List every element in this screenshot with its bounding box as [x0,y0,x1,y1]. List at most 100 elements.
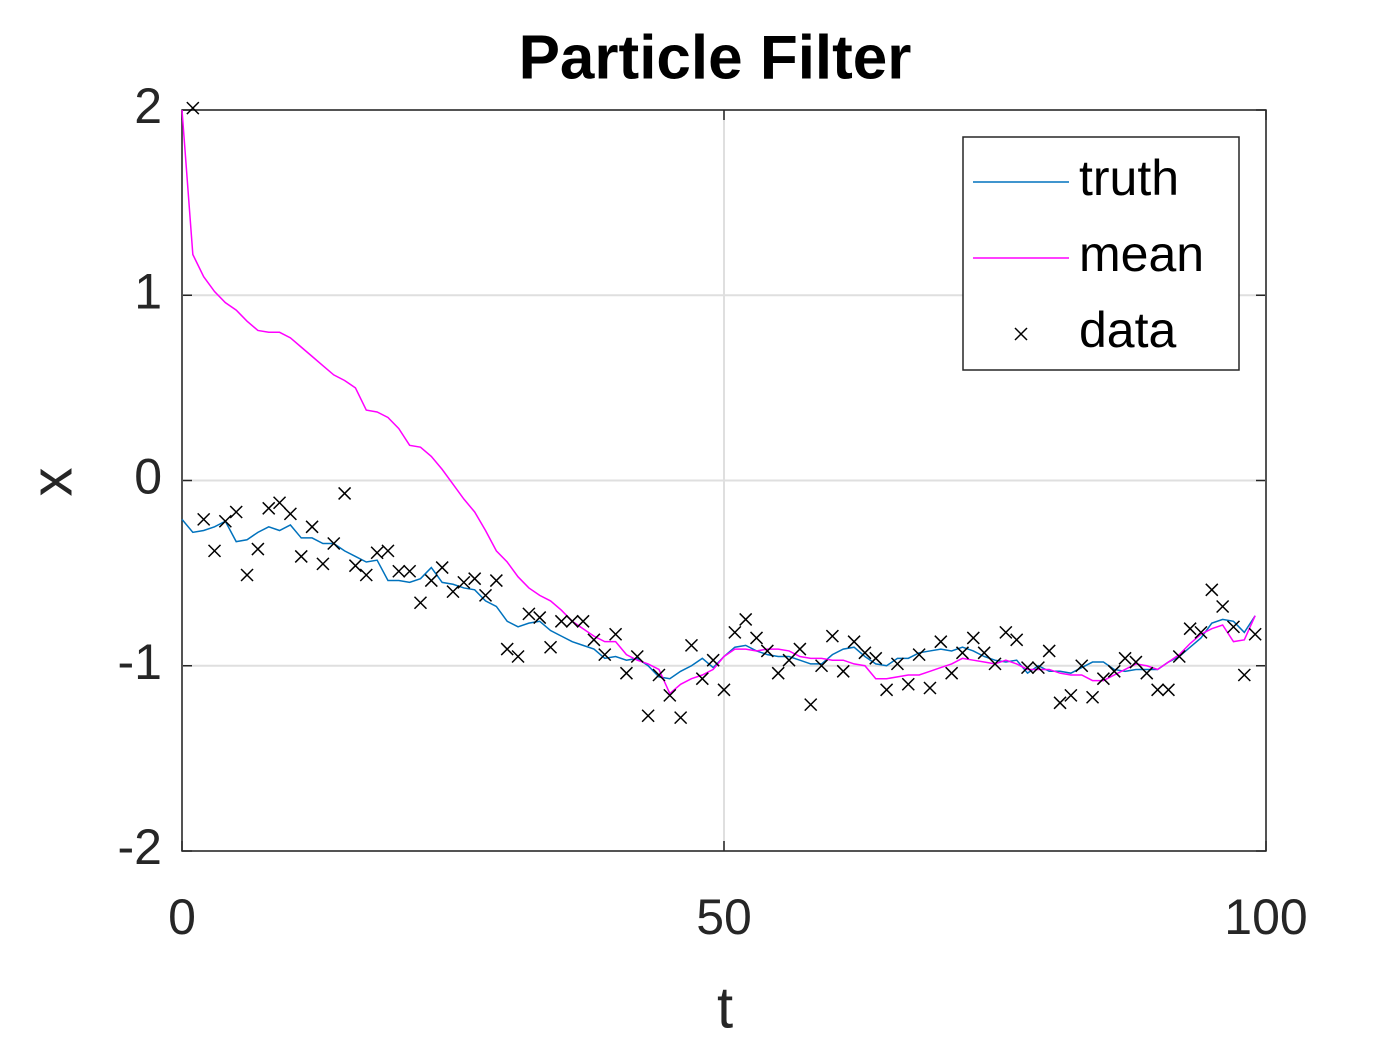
data-marker [1020,661,1035,675]
data-marker [413,596,428,610]
data-marker [1129,655,1143,669]
data-marker [197,512,211,526]
data-marker [327,536,341,551]
data-marker [1107,664,1121,678]
data-marker [554,614,568,628]
data-marker [912,648,926,662]
data-marker [316,557,330,571]
data-marker [457,575,471,589]
data-marker [294,549,308,563]
data-marker [760,644,774,658]
data-marker [1161,683,1175,697]
data-marker [663,688,677,702]
data-marker [945,666,959,680]
data-marker [1237,668,1251,682]
data-marker [392,564,406,578]
data-marker [880,683,894,697]
data-marker [468,572,482,586]
data-marker [273,496,287,510]
data-marker [381,544,395,558]
data-marker [1042,644,1056,658]
data-marker [305,520,319,534]
x-tick-label: 100 [1224,889,1307,945]
data-marker [684,638,699,652]
data-marker [1010,633,1024,647]
y-tick-label: 0 [134,449,162,505]
data-marker [999,625,1013,639]
data-marker [359,568,373,582]
data-marker [240,568,254,582]
data-marker [1140,666,1154,680]
data-marker [739,612,753,626]
data-marker [544,640,558,654]
data-marker [804,698,818,712]
data-marker [652,668,666,682]
data-marker [511,649,525,664]
data-marker [1151,683,1165,697]
data-marker [207,544,222,558]
data-marker [641,709,655,723]
data-marker [815,659,829,673]
data-marker [901,677,915,691]
data-marker [966,631,980,645]
data-marker [403,564,417,578]
data-marker [869,651,883,665]
data-marker [1064,688,1078,702]
data-marker [1226,620,1241,634]
legend-label: data [1079,302,1177,358]
data-marker [717,683,731,697]
y-axis-label: x [19,468,84,497]
data-marker [1183,622,1197,636]
x-tick-label: 0 [168,889,196,945]
data-marker [890,657,904,671]
legend-label: truth [1079,150,1179,206]
legend-label: mean [1079,226,1204,282]
data-marker [836,664,850,678]
data-marker [370,546,384,560]
data-marker [522,607,536,621]
y-tick-label: 2 [134,78,162,134]
data-marker [283,507,297,521]
data-marker [500,642,514,656]
data-marker [749,631,764,645]
data-marker [782,653,796,667]
data-marker [1031,661,1045,675]
data-marker [251,542,265,556]
data-marker [793,642,807,656]
y-tick-label: -2 [118,819,162,875]
data-marker [1194,625,1208,639]
data-marker [858,646,872,660]
data-marker [262,501,276,515]
series-line [181,109,1256,695]
data-marker [435,561,449,575]
data-marker [988,657,1002,671]
data-marker [619,666,633,680]
data-marker [674,711,688,725]
chart-title: Particle Filter [519,23,912,92]
data-marker [1248,627,1262,641]
data-marker [576,614,590,628]
data-marker [186,101,200,115]
data-marker [424,574,438,588]
data-marker [533,611,547,625]
data-marker [446,585,460,599]
data-marker [218,514,232,528]
data-marker [229,505,243,519]
data-marker [609,627,623,641]
x-tick-label: 50 [696,889,752,945]
data-marker [1172,649,1186,664]
data-marker [923,681,937,695]
data-marker [598,648,612,662]
data-marker [348,559,362,573]
data-marker [630,649,644,664]
data-marker [338,486,352,500]
data-marker [1216,599,1230,614]
y-tick-label: -1 [118,634,162,690]
data-marker [706,653,720,667]
data-marker [587,633,601,647]
legend-marker [1014,327,1028,341]
data-marker [1205,583,1219,597]
data-marker [847,635,861,649]
data-marker [1096,672,1110,686]
